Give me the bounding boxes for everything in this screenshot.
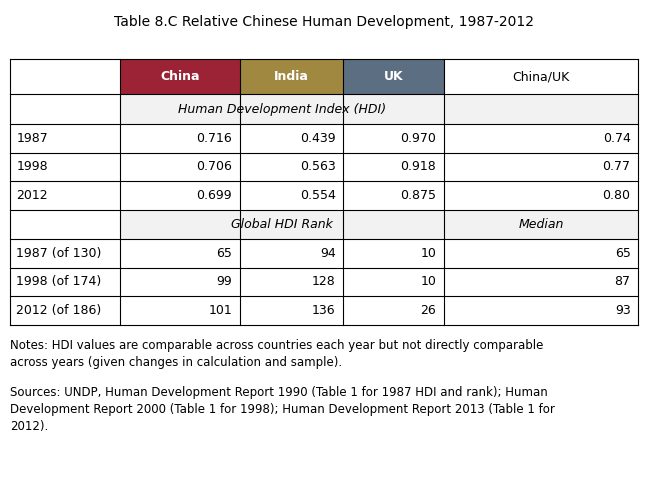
Text: 0.716: 0.716 bbox=[196, 132, 232, 145]
Text: 0.77: 0.77 bbox=[603, 160, 631, 173]
Text: 0.439: 0.439 bbox=[300, 132, 336, 145]
Bar bbox=[343, 59, 444, 94]
Text: Human Development Index (HDI): Human Development Index (HDI) bbox=[178, 103, 386, 116]
Text: 0.918: 0.918 bbox=[400, 160, 436, 173]
Text: 99: 99 bbox=[216, 276, 232, 288]
Text: 26: 26 bbox=[421, 304, 436, 317]
Text: 10: 10 bbox=[421, 276, 436, 288]
Text: 65: 65 bbox=[216, 247, 232, 260]
Text: 10: 10 bbox=[421, 247, 436, 260]
Text: 2012: 2012 bbox=[16, 189, 48, 202]
Text: China/UK: China/UK bbox=[513, 70, 570, 83]
Text: 0.554: 0.554 bbox=[300, 189, 336, 202]
Bar bbox=[240, 59, 343, 94]
Text: 1998: 1998 bbox=[16, 160, 48, 173]
Text: Sources: UNDP, Human Development Report 1990 (Table 1 for 1987 HDI and rank); Hu: Sources: UNDP, Human Development Report … bbox=[10, 386, 555, 433]
Text: China: China bbox=[160, 70, 200, 83]
Text: 1998 (of 174): 1998 (of 174) bbox=[16, 276, 102, 288]
Bar bbox=[120, 94, 638, 124]
Text: Table 8.C Relative Chinese Human Development, 1987-2012: Table 8.C Relative Chinese Human Develop… bbox=[114, 15, 534, 29]
Text: 1987 (of 130): 1987 (of 130) bbox=[16, 247, 102, 260]
Bar bbox=[120, 59, 240, 94]
Text: 0.699: 0.699 bbox=[196, 189, 232, 202]
Text: 0.80: 0.80 bbox=[603, 189, 631, 202]
Text: 0.875: 0.875 bbox=[400, 189, 436, 202]
Text: 101: 101 bbox=[208, 304, 232, 317]
Text: 94: 94 bbox=[320, 247, 336, 260]
Text: 0.563: 0.563 bbox=[300, 160, 336, 173]
Text: 2012 (of 186): 2012 (of 186) bbox=[16, 304, 102, 317]
Text: UK: UK bbox=[384, 70, 404, 83]
Text: 0.970: 0.970 bbox=[400, 132, 436, 145]
Text: 93: 93 bbox=[615, 304, 631, 317]
Text: India: India bbox=[274, 70, 309, 83]
Text: 1987: 1987 bbox=[16, 132, 48, 145]
Text: Notes: HDI values are comparable across countries each year but not directly com: Notes: HDI values are comparable across … bbox=[10, 339, 543, 369]
Text: 0.74: 0.74 bbox=[603, 132, 631, 145]
Bar bbox=[120, 210, 638, 239]
Text: 128: 128 bbox=[312, 276, 336, 288]
Text: Median: Median bbox=[518, 218, 564, 231]
Text: 65: 65 bbox=[615, 247, 631, 260]
Text: 136: 136 bbox=[312, 304, 336, 317]
Text: 87: 87 bbox=[614, 276, 631, 288]
Text: Global HDI Rank: Global HDI Rank bbox=[231, 218, 333, 231]
Text: 0.706: 0.706 bbox=[196, 160, 232, 173]
